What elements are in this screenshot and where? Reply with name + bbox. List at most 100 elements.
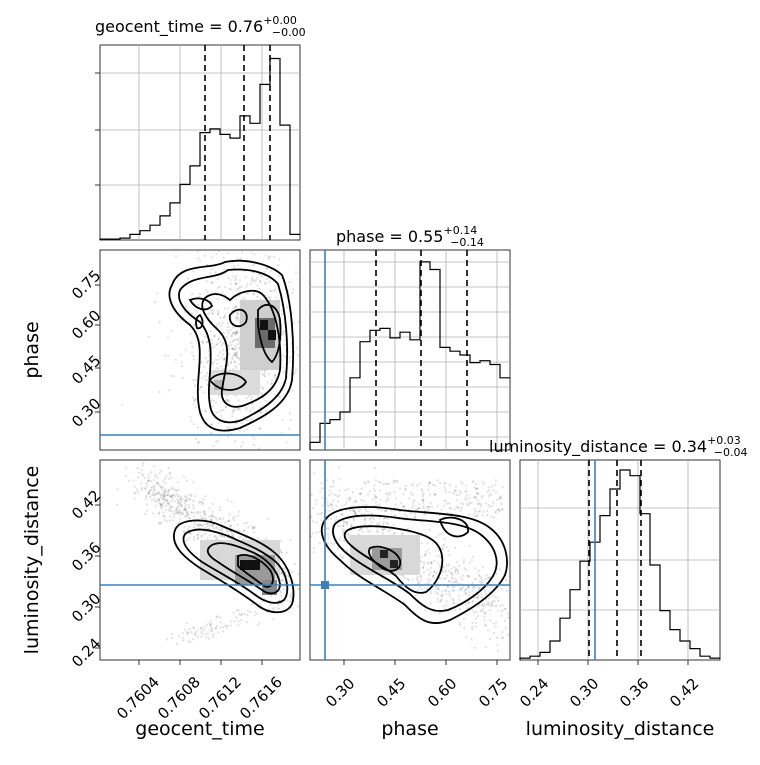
scatter-point: [221, 353, 224, 356]
scatter-point: [487, 601, 490, 604]
scatter-point: [405, 488, 408, 491]
scatter-point: [443, 486, 446, 489]
scatter-point: [180, 503, 183, 506]
scatter-point: [167, 489, 170, 492]
scatter-point: [227, 353, 230, 356]
scatter-point: [244, 276, 247, 279]
scatter-point: [186, 511, 189, 514]
scatter-point: [235, 277, 238, 280]
scatter-point: [190, 419, 193, 422]
scatter-point: [193, 633, 196, 636]
scatter-point: [200, 534, 203, 537]
scatter-point: [260, 410, 263, 413]
scatter-point: [165, 499, 168, 502]
scatter-point: [194, 523, 197, 526]
scatter-point: [461, 574, 465, 577]
scatter-point: [376, 530, 379, 534]
scatter-point: [162, 491, 165, 494]
scatter-point: [136, 466, 139, 470]
scatter-point: [233, 620, 236, 623]
scatter-point: [149, 488, 152, 492]
scatter-point: [493, 600, 496, 603]
scatter-point: [422, 498, 425, 501]
scatter-point: [215, 536, 219, 539]
scatter-point: [235, 282, 238, 285]
scatter-point: [360, 527, 364, 530]
scatter-point: [491, 599, 494, 602]
scatter-point: [345, 521, 348, 524]
scatter-point: [217, 337, 220, 340]
scatter-point: [478, 595, 481, 598]
scatter-point: [501, 636, 504, 640]
scatter-point: [235, 316, 238, 319]
scatter-point: [491, 601, 494, 604]
scatter-point: [237, 356, 240, 360]
scatter-point: [234, 394, 237, 397]
scatter-point: [158, 390, 161, 394]
scatter-point: [259, 279, 262, 283]
scatter-point: [208, 323, 211, 326]
scatter-point: [214, 401, 217, 404]
scatter-point: [431, 506, 434, 509]
scatter-point: [165, 499, 168, 502]
scatter-point: [235, 318, 238, 321]
scatter-point: [382, 528, 385, 531]
scatter-point: [177, 488, 180, 492]
scatter-point: [168, 389, 171, 392]
scatter-point: [199, 515, 202, 518]
scatter-point: [238, 429, 241, 432]
scatter-point: [250, 417, 253, 420]
scatter-point: [160, 507, 163, 510]
scatter-point: [376, 523, 379, 526]
scatter-point: [186, 631, 190, 634]
scatter-point: [218, 509, 221, 512]
scatter-point: [357, 510, 360, 513]
scatter-point: [202, 376, 205, 379]
scatter-point: [355, 500, 358, 503]
scatter-point: [216, 362, 219, 365]
scatter-point: [185, 498, 189, 502]
scatter-point: [478, 587, 481, 590]
scatter-point: [353, 512, 357, 515]
scatter-point: [211, 423, 214, 426]
scatter-point: [169, 515, 172, 518]
scatter-point: [236, 313, 239, 316]
scatter-point: [210, 622, 213, 626]
scatter-point: [239, 286, 242, 289]
scatter-point: [194, 494, 197, 498]
scatter-point: [200, 361, 203, 364]
scatter-point: [184, 349, 187, 352]
scatter-point: [200, 635, 203, 638]
scatter-point: [162, 494, 165, 497]
scatter-point: [170, 374, 173, 377]
scatter-point: [179, 504, 182, 507]
scatter-point: [269, 595, 272, 598]
scatter-point: [422, 563, 425, 566]
scatter-point: [359, 493, 362, 496]
scatter-point: [481, 481, 484, 484]
scatter-point: [476, 493, 479, 496]
scatter-point: [167, 490, 170, 494]
scatter-point: [132, 479, 135, 482]
scatter-point: [194, 405, 197, 408]
scatter-point: [206, 372, 209, 375]
scatter-point: [172, 493, 176, 496]
scatter-point: [335, 515, 338, 518]
scatter-point: [156, 498, 159, 501]
scatter-point: [223, 357, 226, 361]
scatter-point: [378, 489, 381, 492]
scatter-point: [486, 514, 489, 517]
scatter-point: [241, 441, 244, 444]
scatter-point: [174, 358, 177, 361]
scatter-point: [147, 335, 150, 338]
scatter-point: [474, 487, 478, 490]
scatter-point: [121, 403, 124, 406]
scatter-point: [217, 367, 220, 370]
scatter-point: [326, 501, 329, 504]
scatter-point: [160, 488, 163, 491]
scatter-point: [204, 526, 207, 529]
scatter-point: [382, 523, 385, 526]
scatter-point: [137, 491, 140, 494]
scatter-point: [202, 498, 205, 501]
scatter-point: [367, 480, 370, 483]
